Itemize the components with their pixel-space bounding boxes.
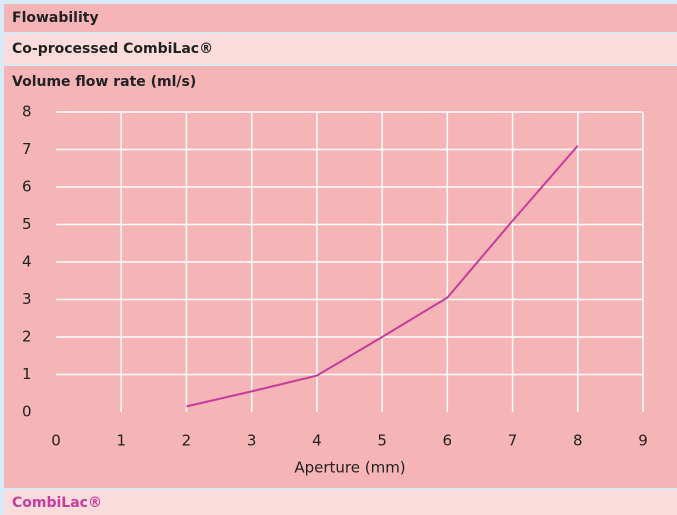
line-series xyxy=(186,145,579,408)
subtitle-row xyxy=(4,34,677,64)
chart-subtitle: Co-processed CombiLac® xyxy=(12,41,213,57)
y-tick-label: 2 xyxy=(22,328,32,346)
x-tick-label: 7 xyxy=(508,432,518,450)
y-tick-label: 3 xyxy=(22,290,32,308)
x-tick-label: 3 xyxy=(247,432,257,450)
y-tick-label: 4 xyxy=(22,253,32,271)
chart-title: Flowability xyxy=(12,10,99,26)
x-tick-label: 1 xyxy=(116,432,126,450)
title-row xyxy=(4,4,677,32)
x-tick-label: 0 xyxy=(51,432,61,450)
x-tick-label: 5 xyxy=(377,432,387,450)
x-axis-label: Aperture (mm) xyxy=(294,459,405,477)
y-tick-label: 0 xyxy=(22,403,32,421)
y-tick-label: 7 xyxy=(22,140,32,158)
legend-row xyxy=(4,490,677,515)
x-tick-label: 9 xyxy=(638,432,648,450)
x-tick-label: 8 xyxy=(573,432,583,450)
y-tick-label: 1 xyxy=(22,365,32,383)
legend-entry: CombiLac® xyxy=(12,495,102,511)
x-tick-label: 4 xyxy=(312,432,322,450)
y-tick-label: 8 xyxy=(22,103,32,121)
plot-panel xyxy=(4,66,677,488)
x-tick-label: 6 xyxy=(443,432,453,450)
y-axis-label: Volume flow rate (ml/s) xyxy=(12,74,196,90)
x-tick-label: 2 xyxy=(182,432,192,450)
y-tick-label: 5 xyxy=(22,215,32,233)
y-tick-label: 6 xyxy=(22,178,32,196)
